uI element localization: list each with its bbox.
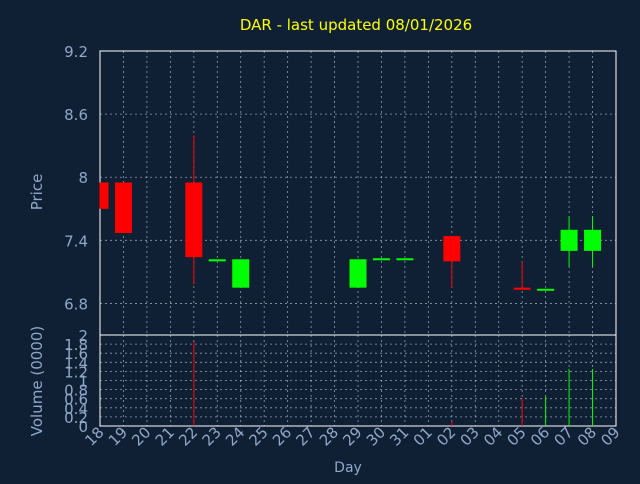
volume-tick-label: 1.4 [64, 354, 88, 372]
candle [443, 236, 461, 288]
volume-tick-label: 1 [78, 373, 88, 391]
price-tick-label: 7.4 [64, 232, 88, 250]
candle-body [372, 258, 390, 261]
volume-tick-label: 0 [78, 418, 88, 436]
candle [560, 216, 578, 267]
candle [349, 259, 367, 288]
x-tick-label: 26 [269, 423, 295, 449]
candle-body [537, 288, 555, 291]
candle-body [208, 259, 226, 262]
candle [513, 261, 531, 290]
candle-body [396, 258, 414, 261]
candle [99, 182, 109, 209]
candle [208, 259, 226, 262]
candle [114, 182, 132, 233]
candle-body [349, 259, 367, 288]
x-tick-label: 19 [105, 423, 131, 449]
price-tick-label: 8.6 [64, 106, 88, 124]
x-tick-label: 09 [597, 423, 623, 449]
volume-tick-label: 0.2 [64, 409, 88, 427]
volume-tick-label: 1.2 [64, 363, 88, 381]
volume-tick-label: 0.6 [64, 391, 88, 409]
candle [372, 258, 390, 261]
price-panel: 9.2 8.6 8 7.4 6.8 [64, 43, 617, 336]
price-axis-label: Price [28, 174, 46, 211]
x-tick-label: 07 [550, 423, 576, 449]
volume-axis-label: Volume (0000) [28, 326, 46, 436]
volume-tick-label: 0.8 [64, 382, 88, 400]
x-tick-label: 21 [152, 423, 178, 449]
x-tick-label: 06 [527, 423, 553, 449]
x-tick-label: 27 [292, 423, 318, 449]
x-tick-label: 24 [222, 423, 248, 449]
x-tick-label: 30 [363, 423, 389, 449]
x-tick-label: 29 [339, 423, 365, 449]
x-tick-label: 28 [316, 423, 342, 449]
volume-tick-label: 0.4 [64, 400, 88, 418]
price-tick-label: 8 [78, 169, 88, 187]
x-tick-label: 08 [574, 423, 600, 449]
x-tick-label: 04 [480, 423, 506, 449]
x-tick-label: 02 [433, 423, 459, 449]
candle-body [185, 182, 203, 258]
price-tick-label: 6.8 [64, 295, 88, 313]
volume-panel: 21.81.61.41.210.80.60.40.20 [64, 327, 617, 436]
chart-title: DAR - last updated 08/01/2026 [240, 16, 472, 34]
candle-body [443, 236, 461, 262]
x-tick-label: 20 [128, 423, 154, 449]
x-tick-label: 01 [410, 423, 436, 449]
candle [537, 288, 555, 291]
price-tick-label: 9.2 [64, 43, 88, 61]
candle-body [232, 259, 250, 288]
candle [584, 216, 602, 267]
x-tick-label: 25 [246, 423, 272, 449]
x-tick-label: 23 [199, 423, 225, 449]
x-tick-label: 22 [175, 423, 201, 449]
x-tick-label: 31 [386, 423, 412, 449]
candle-body [114, 182, 132, 233]
volume-tick-label: 1.6 [64, 345, 88, 363]
candle-body [584, 229, 602, 251]
volume-tick-label: 1.8 [64, 336, 88, 354]
candle-body [100, 182, 109, 209]
candle-body [560, 229, 578, 251]
candle [185, 135, 203, 285]
x-tick-label: 03 [457, 423, 483, 449]
candle [232, 259, 250, 288]
volume-tick-label: 2 [78, 327, 88, 345]
x-axis-ticks: 1819202122232425262728293031010203040506… [81, 423, 623, 449]
candle [396, 258, 414, 261]
candle-body [513, 287, 531, 290]
x-axis-label: Day [334, 460, 362, 476]
x-tick-label: 05 [504, 423, 530, 449]
